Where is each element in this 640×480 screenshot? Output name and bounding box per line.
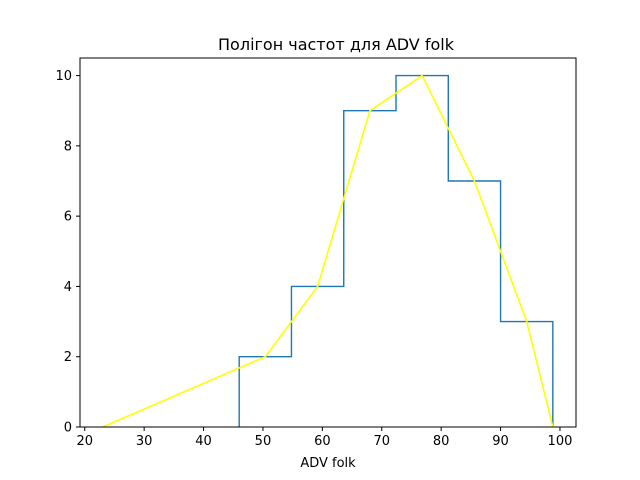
x-tick-label: 70 xyxy=(373,434,390,449)
x-axis: 20 30 40 50 60 70 80 90 100 xyxy=(76,427,572,449)
x-tick-label: 50 xyxy=(255,434,272,449)
y-tick-label: 4 xyxy=(64,280,72,295)
y-tick-label: 10 xyxy=(55,69,72,84)
x-tick-label: 60 xyxy=(314,434,331,449)
x-tick-label: 40 xyxy=(195,434,212,449)
y-tick-label: 6 xyxy=(64,210,72,225)
x-tick-label: 100 xyxy=(548,434,573,449)
y-tick-label: 0 xyxy=(64,421,72,436)
y-tick-label: 8 xyxy=(64,139,72,154)
y-axis: 0 2 4 6 8 10 xyxy=(55,69,80,436)
x-tick-label: 20 xyxy=(76,434,93,449)
plot-area xyxy=(102,74,554,428)
x-axis-label: ADV folk xyxy=(300,456,356,471)
chart-title: Полігон частот для ADV folk xyxy=(218,35,455,54)
axes-frame xyxy=(79,57,577,428)
frequency-polygon-line xyxy=(102,74,554,428)
x-tick-label: 80 xyxy=(433,434,450,449)
y-tick-label: 2 xyxy=(64,350,72,365)
x-tick-label: 90 xyxy=(492,434,509,449)
x-tick-label: 30 xyxy=(136,434,153,449)
